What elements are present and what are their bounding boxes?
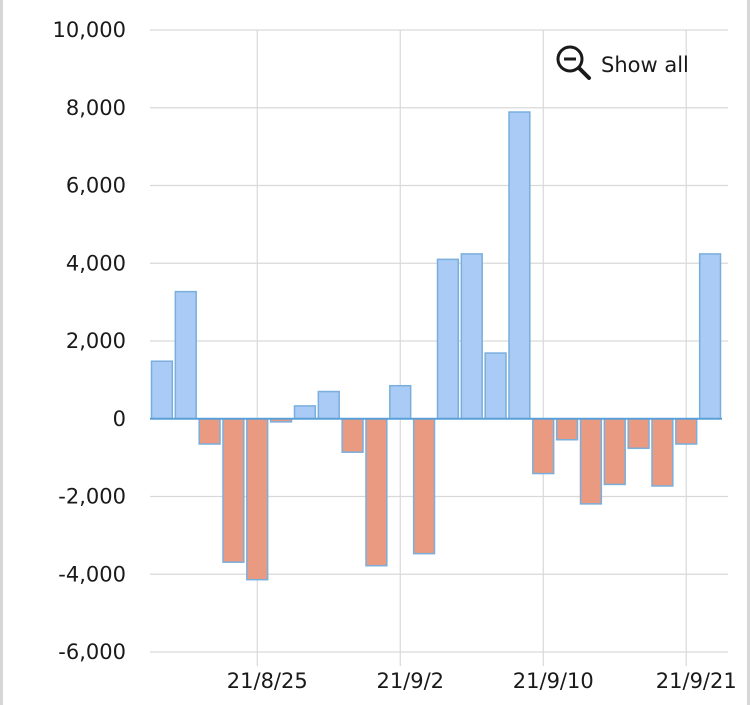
bar-negative[interactable] (603, 418, 626, 486)
bar-negative[interactable] (341, 418, 364, 453)
y-tick-label: 6,000 (66, 174, 126, 198)
x-tick-label: 21/8/25 (227, 669, 308, 693)
bar-negative[interactable] (365, 418, 388, 567)
frame-border-left (0, 0, 3, 705)
y-tick-label: 4,000 (66, 251, 126, 275)
x-tick-label: 21/9/10 (513, 669, 594, 693)
bar-positive[interactable] (174, 290, 197, 420)
bars-layer (150, 111, 722, 581)
x-tick-label: 21/9/2 (376, 669, 444, 693)
frame-border-right (747, 0, 750, 705)
y-tick-label: -6,000 (58, 640, 126, 664)
bar-positive[interactable] (436, 258, 460, 420)
show-all-label: Show all (601, 53, 689, 77)
zoom-out-icon (555, 44, 593, 86)
bar-negative[interactable] (222, 418, 245, 563)
y-tick-label: 8,000 (66, 96, 126, 120)
bar-positive[interactable] (317, 390, 340, 420)
bar-negative[interactable] (412, 418, 436, 555)
bar-negative[interactable] (627, 418, 650, 450)
y-tick-label: 2,000 (66, 329, 126, 353)
y-tick-label: -4,000 (58, 562, 126, 586)
bar-positive[interactable] (484, 352, 507, 420)
bar-negative[interactable] (532, 418, 555, 475)
y-tick-label: 10,000 (53, 18, 126, 42)
y-axis-labels: 10,000 8,000 6,000 4,000 2,000 0 -2,000 -4,000 -… (53, 18, 126, 664)
y-tick-label: 0 (113, 407, 126, 431)
bar-positive[interactable] (389, 384, 412, 420)
bar-positive[interactable] (508, 111, 531, 420)
bar-negative[interactable] (198, 418, 221, 445)
x-axis-labels: 21/8/25 21/9/2 21/9/10 21/9/21 (227, 669, 737, 693)
bar-positive[interactable] (150, 360, 174, 420)
bar-negative[interactable] (579, 418, 603, 505)
bar-positive[interactable] (698, 253, 722, 420)
bar-positive[interactable] (293, 405, 317, 420)
bar-negative[interactable] (246, 418, 269, 581)
bar-negative[interactable] (651, 418, 674, 487)
bar-negative[interactable] (555, 418, 579, 441)
bar-positive[interactable] (460, 253, 483, 420)
x-tick-label: 21/9/21 (656, 669, 737, 693)
bar-negative[interactable] (675, 418, 698, 445)
show-all-button[interactable]: Show all (555, 44, 689, 86)
y-tick-label: -2,000 (58, 485, 126, 509)
